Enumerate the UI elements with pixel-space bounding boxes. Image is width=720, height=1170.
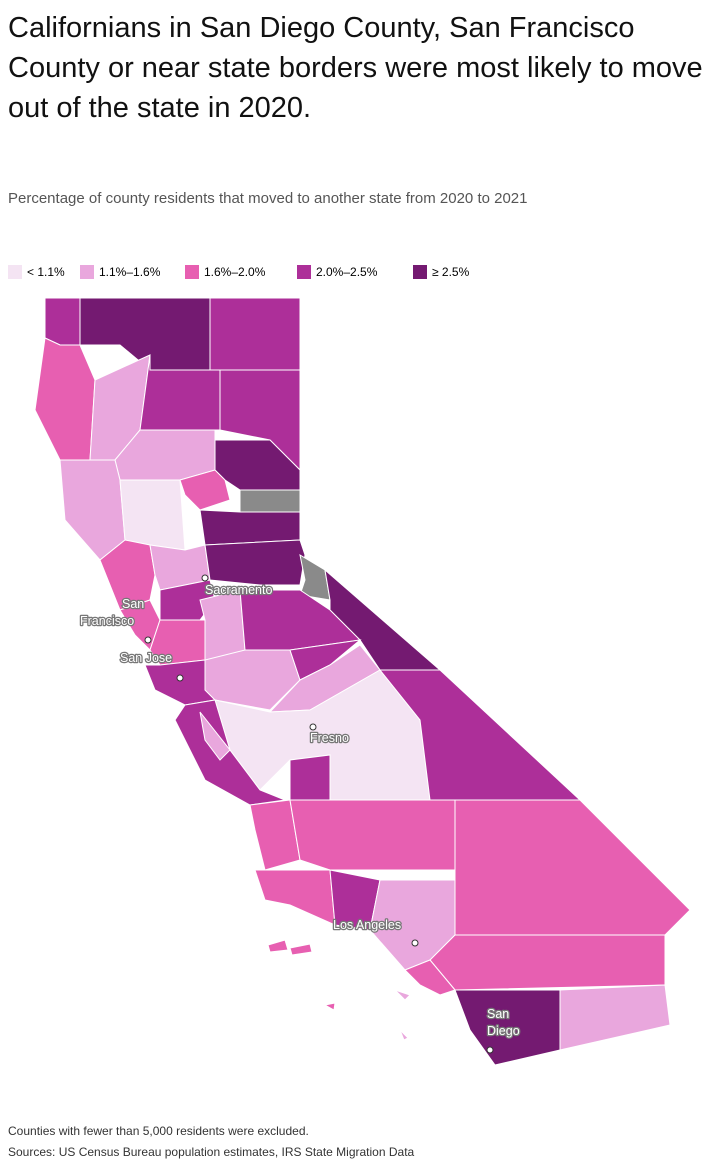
legend-label: 1.6%–2.0% [204, 265, 266, 279]
county [204, 649, 301, 711]
county [399, 1029, 409, 1041]
legend-swatch [413, 265, 427, 279]
county [289, 799, 456, 871]
excluded-county [239, 489, 301, 513]
county [289, 754, 331, 801]
excluded-county [299, 553, 331, 601]
city-label: Diego [487, 1024, 520, 1038]
legend-label: < 1.1% [27, 265, 65, 279]
source: Sources: US Census Bureau population est… [8, 1145, 415, 1159]
county [199, 711, 231, 761]
city-label: San [122, 597, 144, 611]
county [429, 934, 666, 991]
city-dot [201, 574, 209, 582]
county [44, 297, 81, 346]
map: < 1.1% 1.1%–1.6% 1.6%–2.0% 2.0%–2.5% ≥ 2.5% S… [8, 265, 691, 1066]
legend-label: 1.1%–1.6% [99, 265, 161, 279]
city-dot [144, 636, 152, 644]
county [267, 939, 289, 953]
county [199, 509, 301, 546]
county [119, 479, 186, 551]
footnote: Counties with fewer than 5,000 residents… [8, 1124, 309, 1138]
city-label: San Jose [120, 651, 172, 665]
county [323, 1002, 336, 1011]
legend-label: ≥ 2.5% [432, 265, 470, 279]
county [404, 959, 456, 996]
city-label: Francisco [80, 614, 134, 628]
county [454, 799, 691, 936]
county [394, 989, 411, 1001]
title: Californians in San Diego County, San Fr… [8, 12, 703, 124]
city-dot [176, 674, 184, 682]
county [204, 539, 306, 586]
legend-swatch [80, 265, 94, 279]
county [209, 297, 301, 371]
city-dot [411, 939, 419, 947]
city-label: Los Angeles [333, 918, 401, 932]
county [249, 799, 301, 871]
subtitle: Percentage of county residents that move… [8, 190, 528, 207]
city-dot [486, 1046, 494, 1054]
county [34, 337, 96, 461]
legend-swatch [185, 265, 199, 279]
legend-swatch [297, 265, 311, 279]
legend-label: 2.0%–2.5% [316, 265, 378, 279]
legend-swatch [8, 265, 22, 279]
county [179, 469, 231, 511]
city-dot [309, 723, 317, 731]
county [454, 989, 561, 1066]
county [254, 869, 336, 926]
county [289, 943, 313, 956]
county [559, 984, 671, 1051]
city-label: San [487, 1007, 509, 1021]
county [149, 619, 206, 666]
city-label: Sacramento [205, 583, 272, 597]
city-label: Fresno [310, 731, 349, 745]
county [59, 459, 126, 561]
